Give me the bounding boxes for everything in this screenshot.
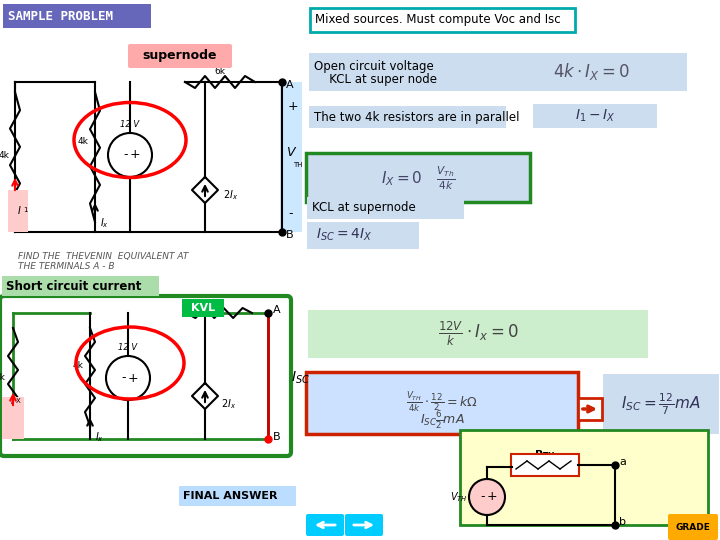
Text: FIND THE  THEVENIN  EQUIVALENT AT
THE TERMINALS A - B: FIND THE THEVENIN EQUIVALENT AT THE TERM… (18, 252, 189, 272)
Text: $\mathbf{R_{TH}}$: $\mathbf{R_{TH}}$ (534, 448, 556, 462)
Text: +: + (288, 100, 299, 113)
Text: SAMPLE PROBLEM: SAMPLE PROBLEM (8, 10, 113, 23)
FancyBboxPatch shape (306, 153, 530, 202)
Text: $I_x$: $I_x$ (100, 216, 109, 230)
Text: +: + (127, 372, 138, 384)
Text: KVL: KVL (191, 303, 215, 313)
FancyBboxPatch shape (128, 44, 232, 68)
Text: $2I_x$: $2I_x$ (223, 188, 238, 202)
Text: KCL at super node: KCL at super node (318, 73, 437, 86)
Text: 4k: 4k (0, 151, 9, 159)
Text: a: a (619, 457, 626, 467)
FancyBboxPatch shape (307, 222, 419, 249)
Text: FINAL ANSWER: FINAL ANSWER (183, 491, 277, 501)
FancyBboxPatch shape (8, 190, 28, 232)
FancyBboxPatch shape (497, 53, 687, 91)
Circle shape (108, 133, 152, 177)
FancyBboxPatch shape (2, 276, 159, 296)
Text: $\mathit{\frac{V_{TH}}{4k} \cdot \frac{12}{2}=k\Omega}$: $\mathit{\frac{V_{TH}}{4k} \cdot \frac{1… (406, 391, 477, 415)
Text: A: A (273, 305, 281, 315)
FancyBboxPatch shape (309, 106, 506, 128)
Text: 12 V: 12 V (120, 120, 140, 129)
FancyBboxPatch shape (309, 53, 501, 91)
FancyBboxPatch shape (2, 397, 24, 439)
Text: 4k: 4k (73, 361, 84, 370)
Text: $2I_x$: $2I_x$ (221, 397, 236, 411)
FancyBboxPatch shape (3, 4, 151, 28)
Text: 4k: 4k (78, 138, 89, 146)
Text: $\mathit{I_{SC}=4I_X}$: $\mathit{I_{SC}=4I_X}$ (316, 227, 372, 243)
FancyBboxPatch shape (306, 514, 344, 536)
FancyBboxPatch shape (460, 430, 708, 525)
Text: $\mathit{I_1 - I_X}$: $\mathit{I_1 - I_X}$ (575, 108, 616, 124)
FancyBboxPatch shape (280, 82, 302, 232)
Text: $V_{TH}$: $V_{TH}$ (450, 490, 468, 504)
Text: TH: TH (293, 162, 302, 168)
Text: KCL at supernode: KCL at supernode (312, 201, 415, 214)
Text: $I_x$: $I_x$ (95, 430, 104, 444)
FancyBboxPatch shape (460, 430, 708, 525)
Text: $\mathit{I_X=0 \quad \frac{V_{Th}}{4k}}$: $\mathit{I_X=0 \quad \frac{V_{Th}}{4k}}$ (381, 164, 455, 192)
Text: +: + (130, 148, 140, 161)
Text: -: - (124, 148, 128, 161)
Text: $\mathit{I_{SC}}$: $\mathit{I_{SC}}$ (291, 370, 310, 386)
Text: $\mathit{I_{SC}=\frac{12}{7}mA}$: $\mathit{I_{SC}=\frac{12}{7}mA}$ (621, 391, 701, 417)
Text: 4k: 4k (0, 374, 6, 382)
Text: $\mathit{4k\cdot I_{X}=0}$: $\mathit{4k\cdot I_{X}=0}$ (554, 62, 631, 83)
Text: 12 V: 12 V (118, 343, 138, 352)
Circle shape (469, 479, 505, 515)
Text: $\mathit{\frac{12V}{k} \cdot I_x = 0}$: $\mathit{\frac{12V}{k} \cdot I_x = 0}$ (438, 320, 518, 348)
Text: supernode: supernode (143, 50, 217, 63)
Text: The two 4k resistors are in parallel: The two 4k resistors are in parallel (314, 111, 520, 124)
FancyBboxPatch shape (310, 8, 575, 32)
Text: Short circuit current: Short circuit current (6, 280, 141, 293)
Text: Open circuit voltage: Open circuit voltage (314, 60, 433, 73)
Text: X: X (16, 398, 21, 404)
FancyBboxPatch shape (668, 514, 718, 540)
FancyBboxPatch shape (578, 398, 602, 420)
FancyBboxPatch shape (182, 299, 224, 317)
Text: b: b (619, 517, 626, 527)
Text: B: B (273, 432, 281, 442)
Circle shape (106, 356, 150, 400)
Text: -: - (288, 207, 292, 220)
Text: 6k: 6k (215, 68, 225, 77)
Text: $I$: $I$ (10, 394, 14, 406)
Text: -: - (481, 490, 485, 503)
FancyBboxPatch shape (0, 296, 291, 456)
FancyBboxPatch shape (308, 310, 648, 358)
Text: $I$: $I$ (17, 204, 22, 216)
Text: A: A (286, 80, 294, 90)
FancyBboxPatch shape (345, 514, 383, 536)
Text: -: - (122, 372, 126, 384)
FancyBboxPatch shape (179, 486, 296, 506)
Text: 1: 1 (23, 207, 27, 213)
FancyBboxPatch shape (511, 454, 579, 476)
FancyBboxPatch shape (603, 374, 719, 434)
Text: Mixed sources. Must compute Voc and Isc: Mixed sources. Must compute Voc and Isc (315, 14, 561, 26)
FancyBboxPatch shape (533, 104, 657, 128)
Text: B: B (286, 230, 294, 240)
Text: GRADE: GRADE (675, 523, 711, 531)
Text: +: + (487, 490, 498, 503)
FancyBboxPatch shape (306, 372, 578, 434)
FancyBboxPatch shape (307, 197, 464, 219)
Text: $\mathit{I_{SC}\frac{6}{2}mA}$: $\mathit{I_{SC}\frac{6}{2}mA}$ (420, 409, 464, 431)
Text: $V$: $V$ (286, 145, 297, 159)
